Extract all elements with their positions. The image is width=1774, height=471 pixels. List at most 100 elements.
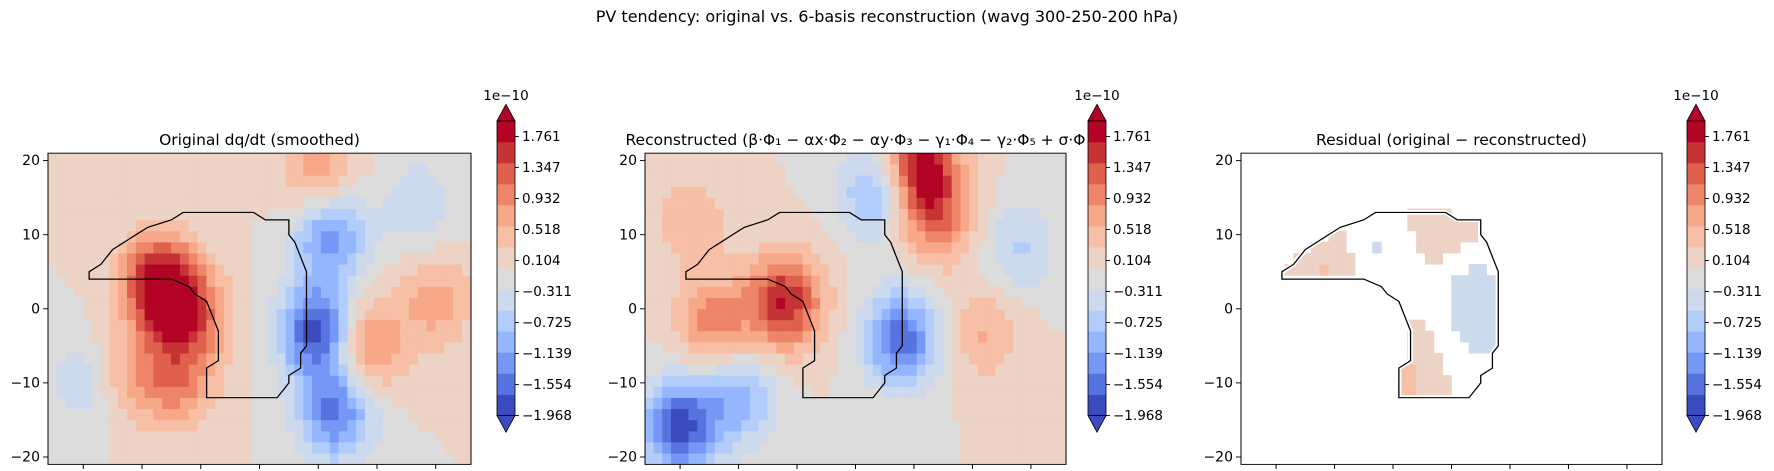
heatmap-cell [758, 275, 769, 287]
heatmap-cell [820, 319, 830, 332]
heatmap-cell [671, 308, 681, 321]
heatmap-cell [188, 230, 199, 243]
heatmap-cell [934, 186, 944, 198]
heatmap-cell [118, 364, 128, 376]
heatmap-cell [820, 308, 830, 321]
heatmap-cell [197, 241, 207, 254]
heatmap-cell [890, 286, 900, 298]
heatmap-cell [338, 252, 348, 265]
heatmap-cell [741, 397, 751, 410]
heatmap-cell [645, 330, 655, 343]
heatmap-cell [391, 341, 401, 354]
heatmap-cell [215, 286, 225, 298]
heatmap-cell [356, 153, 366, 165]
heatmap-cell [144, 264, 155, 276]
heatmap-cell [995, 375, 1005, 387]
heatmap-cell [811, 252, 821, 265]
heatmap-cell [232, 430, 243, 443]
heatmap-cell [347, 430, 357, 443]
heatmap-cell [417, 408, 428, 421]
heatmap-cell [697, 430, 707, 443]
heatmap-cell [250, 175, 260, 187]
heatmap-cell [329, 397, 340, 410]
heatmap-cell [653, 153, 663, 165]
heatmap-cell [294, 352, 304, 365]
heatmap-cell [890, 308, 900, 321]
heatmap-cell [241, 441, 251, 454]
heatmap-cell [1477, 275, 1487, 287]
heatmap-cell [749, 297, 760, 310]
heatmap-cell [1013, 252, 1023, 265]
heatmap-cell [671, 219, 681, 232]
heatmap-cell [723, 164, 734, 176]
heatmap-cell [276, 275, 287, 287]
heatmap-cell [223, 397, 234, 410]
heatmap-cell [232, 219, 243, 232]
heatmap-cell [960, 241, 970, 254]
heatmap-cell [907, 297, 918, 310]
heatmap-cell [285, 241, 296, 254]
heatmap-cell [951, 208, 962, 221]
heatmap-cell [645, 197, 655, 210]
heatmap-cell [837, 264, 848, 276]
heatmap-cell [671, 275, 681, 287]
heatmap-cell [435, 264, 445, 276]
heatmap-cell [1021, 364, 1032, 376]
heatmap-cell [294, 397, 304, 410]
heatmap-cell [793, 319, 804, 332]
heatmap-cell [391, 264, 401, 276]
heatmap-cell [1424, 352, 1435, 365]
heatmap-cell [925, 197, 935, 210]
heatmap-cell [951, 175, 962, 187]
heatmap-cell [312, 286, 322, 298]
heatmap-cell [65, 252, 75, 265]
heatmap-cell [153, 219, 163, 232]
heatmap-cell [645, 441, 655, 454]
heatmap-cell [356, 197, 366, 210]
heatmap-cell [188, 330, 199, 343]
heatmap-cell [653, 419, 663, 432]
heatmap-cell [907, 208, 918, 221]
heatmap-cell [100, 164, 110, 176]
colorbar-segment [497, 141, 515, 164]
heatmap-cell [995, 430, 1005, 443]
heatmap-cell [688, 386, 698, 398]
heatmap-cell [828, 275, 839, 287]
heatmap-cell [250, 208, 260, 221]
heatmap-cell [662, 430, 672, 443]
heatmap-cell [872, 197, 883, 210]
heatmap-cell [1048, 375, 1058, 387]
heatmap-cell [153, 241, 163, 254]
heatmap-cell [1004, 375, 1014, 387]
heatmap-cell [995, 219, 1005, 232]
heatmap-cell [303, 230, 313, 243]
heatmap-cell [364, 352, 375, 365]
heatmap-cell [916, 386, 926, 398]
heatmap-cell [969, 386, 979, 398]
heatmap-cell [135, 175, 146, 187]
heatmap-cell [706, 297, 716, 310]
heatmap-cell [453, 364, 463, 376]
heatmap-cell [732, 252, 742, 265]
heatmap-cell [74, 197, 84, 210]
heatmap-cell [1004, 297, 1014, 310]
heatmap-cell [232, 341, 243, 354]
heatmap-cell [285, 386, 296, 398]
heatmap-cell [671, 375, 681, 387]
heatmap-cell [118, 230, 128, 243]
heatmap-cell [329, 175, 340, 187]
heatmap-cell [811, 275, 821, 287]
heatmap-cell [100, 308, 110, 321]
heatmap-cell [303, 430, 313, 443]
heatmap-cell [899, 364, 909, 376]
heatmap-cell [907, 153, 918, 165]
heatmap-cell [241, 219, 251, 232]
heatmap-cell [969, 319, 979, 332]
heatmap-cell [741, 430, 751, 443]
heatmap-cell [925, 164, 935, 176]
heatmap-cell [135, 419, 146, 432]
heatmap-cell [688, 264, 698, 276]
heatmap-cell [232, 252, 243, 265]
heatmap-cell [382, 330, 392, 343]
heatmap-cell [706, 386, 716, 398]
